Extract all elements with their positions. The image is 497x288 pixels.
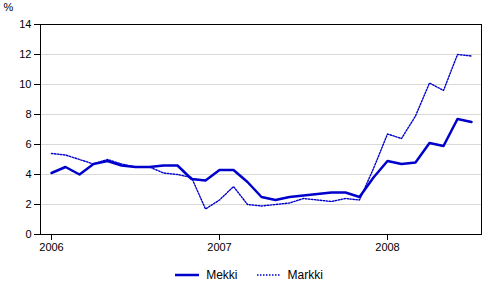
svg-text:2: 2 xyxy=(25,198,31,210)
html-text:Mekki: Mekki xyxy=(206,268,238,282)
html-text:Markki: Markki xyxy=(287,268,323,282)
svg-text:6: 6 xyxy=(25,138,31,150)
svg-text:12: 12 xyxy=(19,48,31,60)
svg-text:14: 14 xyxy=(19,18,31,30)
svg-text:0: 0 xyxy=(25,228,31,240)
svg-text:4: 4 xyxy=(25,168,31,180)
svg-text:%: % xyxy=(4,1,14,13)
svg-text:2008: 2008 xyxy=(375,241,399,253)
svg-text:2007: 2007 xyxy=(207,241,231,253)
svg-text:2006: 2006 xyxy=(39,241,63,253)
svg-text:10: 10 xyxy=(19,78,31,90)
svg-text:8: 8 xyxy=(25,108,31,120)
